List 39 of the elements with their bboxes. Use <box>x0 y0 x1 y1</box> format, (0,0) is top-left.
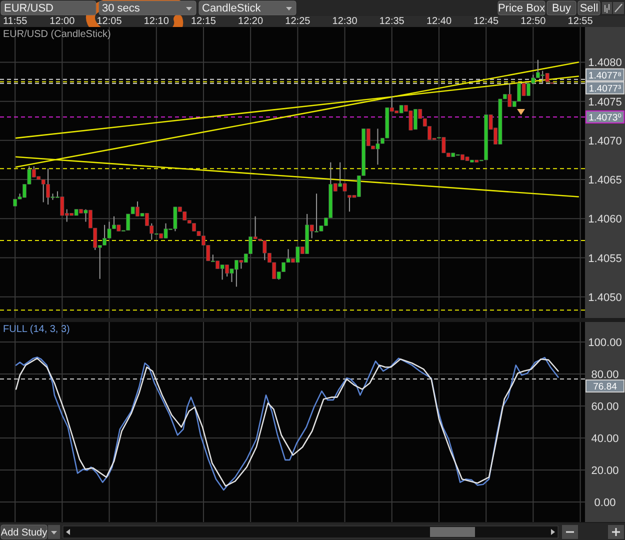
x-tick-label: 12:15 <box>190 16 216 27</box>
y-tick-label: 20.00 <box>591 465 619 477</box>
x-tick-label: 12:35 <box>379 16 405 27</box>
y-tick-label: 40.00 <box>591 433 619 445</box>
x-tick-label: 12:10 <box>144 16 170 27</box>
x-tick-label: 12:45 <box>474 16 500 27</box>
y-tick-label: 60.00 <box>591 401 619 413</box>
text: Buy <box>552 2 572 14</box>
ref-line-label: 76.84 <box>593 382 617 392</box>
y-tick-label: 1.4075 <box>588 96 622 108</box>
x-tick-label: 12:50 <box>520 16 546 27</box>
chart-title: FULL (14, 3, 3) <box>3 324 70 335</box>
x-tick-label: 12:00 <box>50 16 76 27</box>
x-tick-label: 12:20 <box>238 16 264 27</box>
ref-line-label: 1.4077⁸ <box>588 70 622 82</box>
x-tick-label: 11:55 <box>2 16 28 27</box>
y-tick-label: 80.00 <box>591 369 619 381</box>
ref-line-label: 1.4073⁰ <box>588 112 622 124</box>
y-tick-label: 100.00 <box>588 337 622 349</box>
y-tick-label: 1.4055 <box>588 252 622 265</box>
x-tick-label: 12:30 <box>332 16 358 27</box>
x-tick-label: 12:25 <box>285 16 311 27</box>
text: CandleStick <box>202 2 262 14</box>
text: Add Study <box>0 528 48 538</box>
text: Sell <box>580 2 598 14</box>
text: 30 secs <box>102 2 140 14</box>
text: Price Box <box>498 2 546 14</box>
y-tick-label: 1.4070 <box>588 135 622 148</box>
text: EUR/USD <box>4 2 54 14</box>
x-tick-label: 12:05 <box>96 16 122 27</box>
x-tick-label: 12:40 <box>426 16 452 27</box>
chart-title: EUR/USD (CandleStick) <box>3 29 111 40</box>
ref-line-label: 1.4077³ <box>588 83 622 94</box>
y-tick-label: 1.4080 <box>588 57 622 70</box>
y-tick-label: 0.00 <box>594 497 616 509</box>
y-tick-label: 1.4050 <box>588 292 622 304</box>
x-tick-label: 12:55 <box>568 16 594 27</box>
y-tick-label: 1.4060 <box>588 214 622 226</box>
y-tick-label: 1.4065 <box>588 174 622 187</box>
